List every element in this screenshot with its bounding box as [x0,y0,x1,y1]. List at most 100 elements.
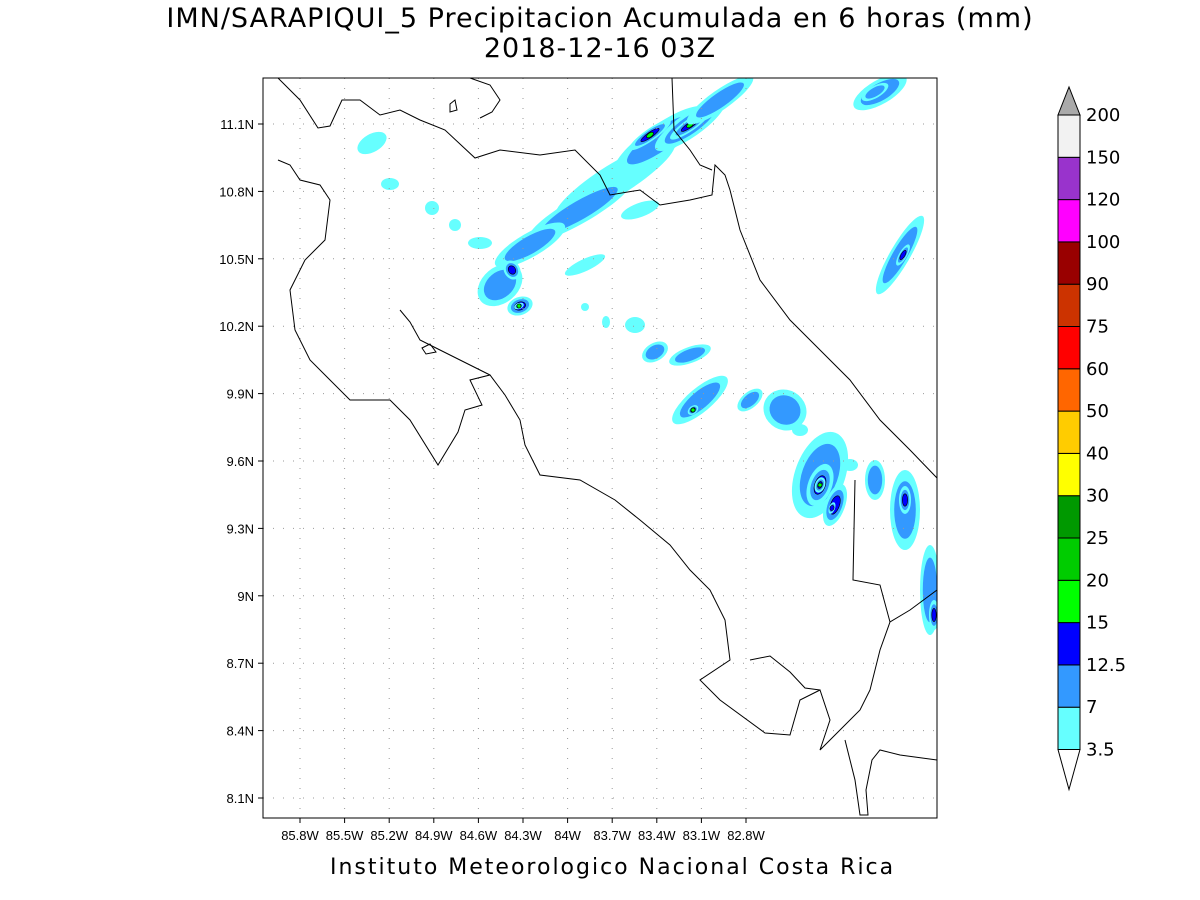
nicoya-gulf [399,309,491,376]
lon-tick-label: 82.8W [727,828,765,843]
nicaragua-lake-shore [469,78,501,119]
colorbar-label: 15 [1086,613,1109,634]
colorbar-label: 7 [1086,697,1097,718]
colorbar-label: 75 [1086,317,1109,338]
colorbar-swatch [1057,664,1081,708]
burica-peninsula [844,739,937,816]
lon-tick-label: 83.7W [593,828,631,843]
precip-contour [646,131,654,139]
colorbar-label: 150 [1086,147,1120,168]
footer-credit: Instituto Meteorologico Nacional Costa R… [330,855,896,880]
precip-contour [902,493,908,507]
precip-contour [581,303,589,311]
precip-contour [865,85,885,99]
colorbar-swatch [1057,368,1081,412]
lon-tick-label: 84.6W [460,828,498,843]
chira-island [421,343,437,355]
lon-tick-label: 84.9W [415,828,453,843]
colorbar-label: 12.5 [1086,655,1126,676]
precip-contour [602,316,610,328]
colorbar-swatch [1057,537,1081,581]
colorbar-swatch [1057,326,1081,370]
colorbar-under-triangle [1057,749,1081,792]
colorbar: 3.5 7 12.5 15 20 25 30 40 50 60 75 90 100 120 150 200 [1057,85,1126,792]
colorbar-over-triangle [1057,85,1081,116]
pacific-coast [277,159,937,751]
lon-tick-label: 85.8W [281,828,319,843]
precip-contour [625,317,645,333]
lon-tick-label: 84.3W [504,828,542,843]
lat-tick-label: 10.2N [219,319,254,334]
lat-tick-label: 9.6N [227,454,254,469]
map-datetime: 2018-12-16 03Z [483,33,717,64]
panama-border [852,479,891,623]
precipitation-field [357,78,937,635]
lat-tick-label: 9.3N [227,521,254,536]
precip-contour [769,395,801,425]
coastlines [277,78,937,816]
colorbar-label: 100 [1086,232,1120,253]
colorbar-label: 120 [1086,190,1120,211]
precip-contour [674,347,706,363]
precip-contour [645,344,665,360]
precip-contour [425,201,439,215]
colorbar-label: 30 [1086,486,1109,507]
map-title: IMN/SARAPIQUI_5 Precipitacion Acumulada … [166,3,1034,34]
colorbar-label: 50 [1086,401,1109,422]
precip-contour [792,424,808,436]
precip-contour [842,459,858,471]
precip-contour [696,82,744,118]
lat-tick-label: 10.8N [219,184,254,199]
precip-contour [542,186,618,234]
colorbar-label: 40 [1086,443,1109,464]
colorbar-label: 25 [1086,528,1109,549]
precip-contour [449,219,461,231]
precip-contour [899,250,907,260]
precip-contour [621,200,659,220]
lat-tick-label: 11.1N [220,117,254,132]
precip-contour [867,465,883,495]
lon-tick-label: 84W [554,828,581,843]
colorbar-label: 90 [1086,274,1109,295]
colorbar-swatch [1057,410,1081,454]
colorbar-label: 200 [1086,105,1120,126]
axis-ticks: 85.8W 85.5W 85.2W 84.9W 84.6W 84.3W 84W 83.7W 83… [219,117,765,843]
precip-contour [516,303,522,309]
precip-contour [564,254,606,276]
precip-contour [507,265,517,275]
precip-contour [690,407,696,413]
lat-tick-label: 9N [237,589,254,604]
precip-contour [931,608,937,622]
lat-tick-label: 8.1N [227,791,254,806]
colorbar-swatch [1057,622,1081,666]
precip-contour [357,131,387,155]
colorbar-swatch [1057,706,1081,751]
colorbar-label: 20 [1086,570,1109,591]
precip-contour [468,237,492,249]
lon-tick-label: 85.5W [326,828,364,843]
lon-tick-label: 83.4W [638,828,676,843]
colorbar-swatch [1057,452,1081,497]
colorbar-swatch [1057,495,1081,539]
colorbar-swatch [1057,156,1081,201]
colorbar-swatch [1057,199,1081,243]
precip-contour [504,228,556,262]
lake-islet [449,99,458,113]
osa-peninsula [749,655,821,691]
colorbar-label: 3.5 [1086,740,1115,761]
map-frame [262,77,938,819]
precip-contour [740,391,760,409]
lon-tick-label: 85.2W [370,828,408,843]
graticule [263,78,937,818]
lat-tick-label: 10.5N [219,252,254,267]
colorbar-swatch [1057,241,1081,285]
colorbar-swatch [1057,579,1081,624]
precip-contour [817,482,823,488]
colorbar-swatch [1057,114,1081,158]
lat-tick-label: 9.9N [227,387,254,402]
colorbar-label: 60 [1086,359,1109,380]
nicaragua-border [277,78,937,479]
precip-contour [679,382,721,418]
